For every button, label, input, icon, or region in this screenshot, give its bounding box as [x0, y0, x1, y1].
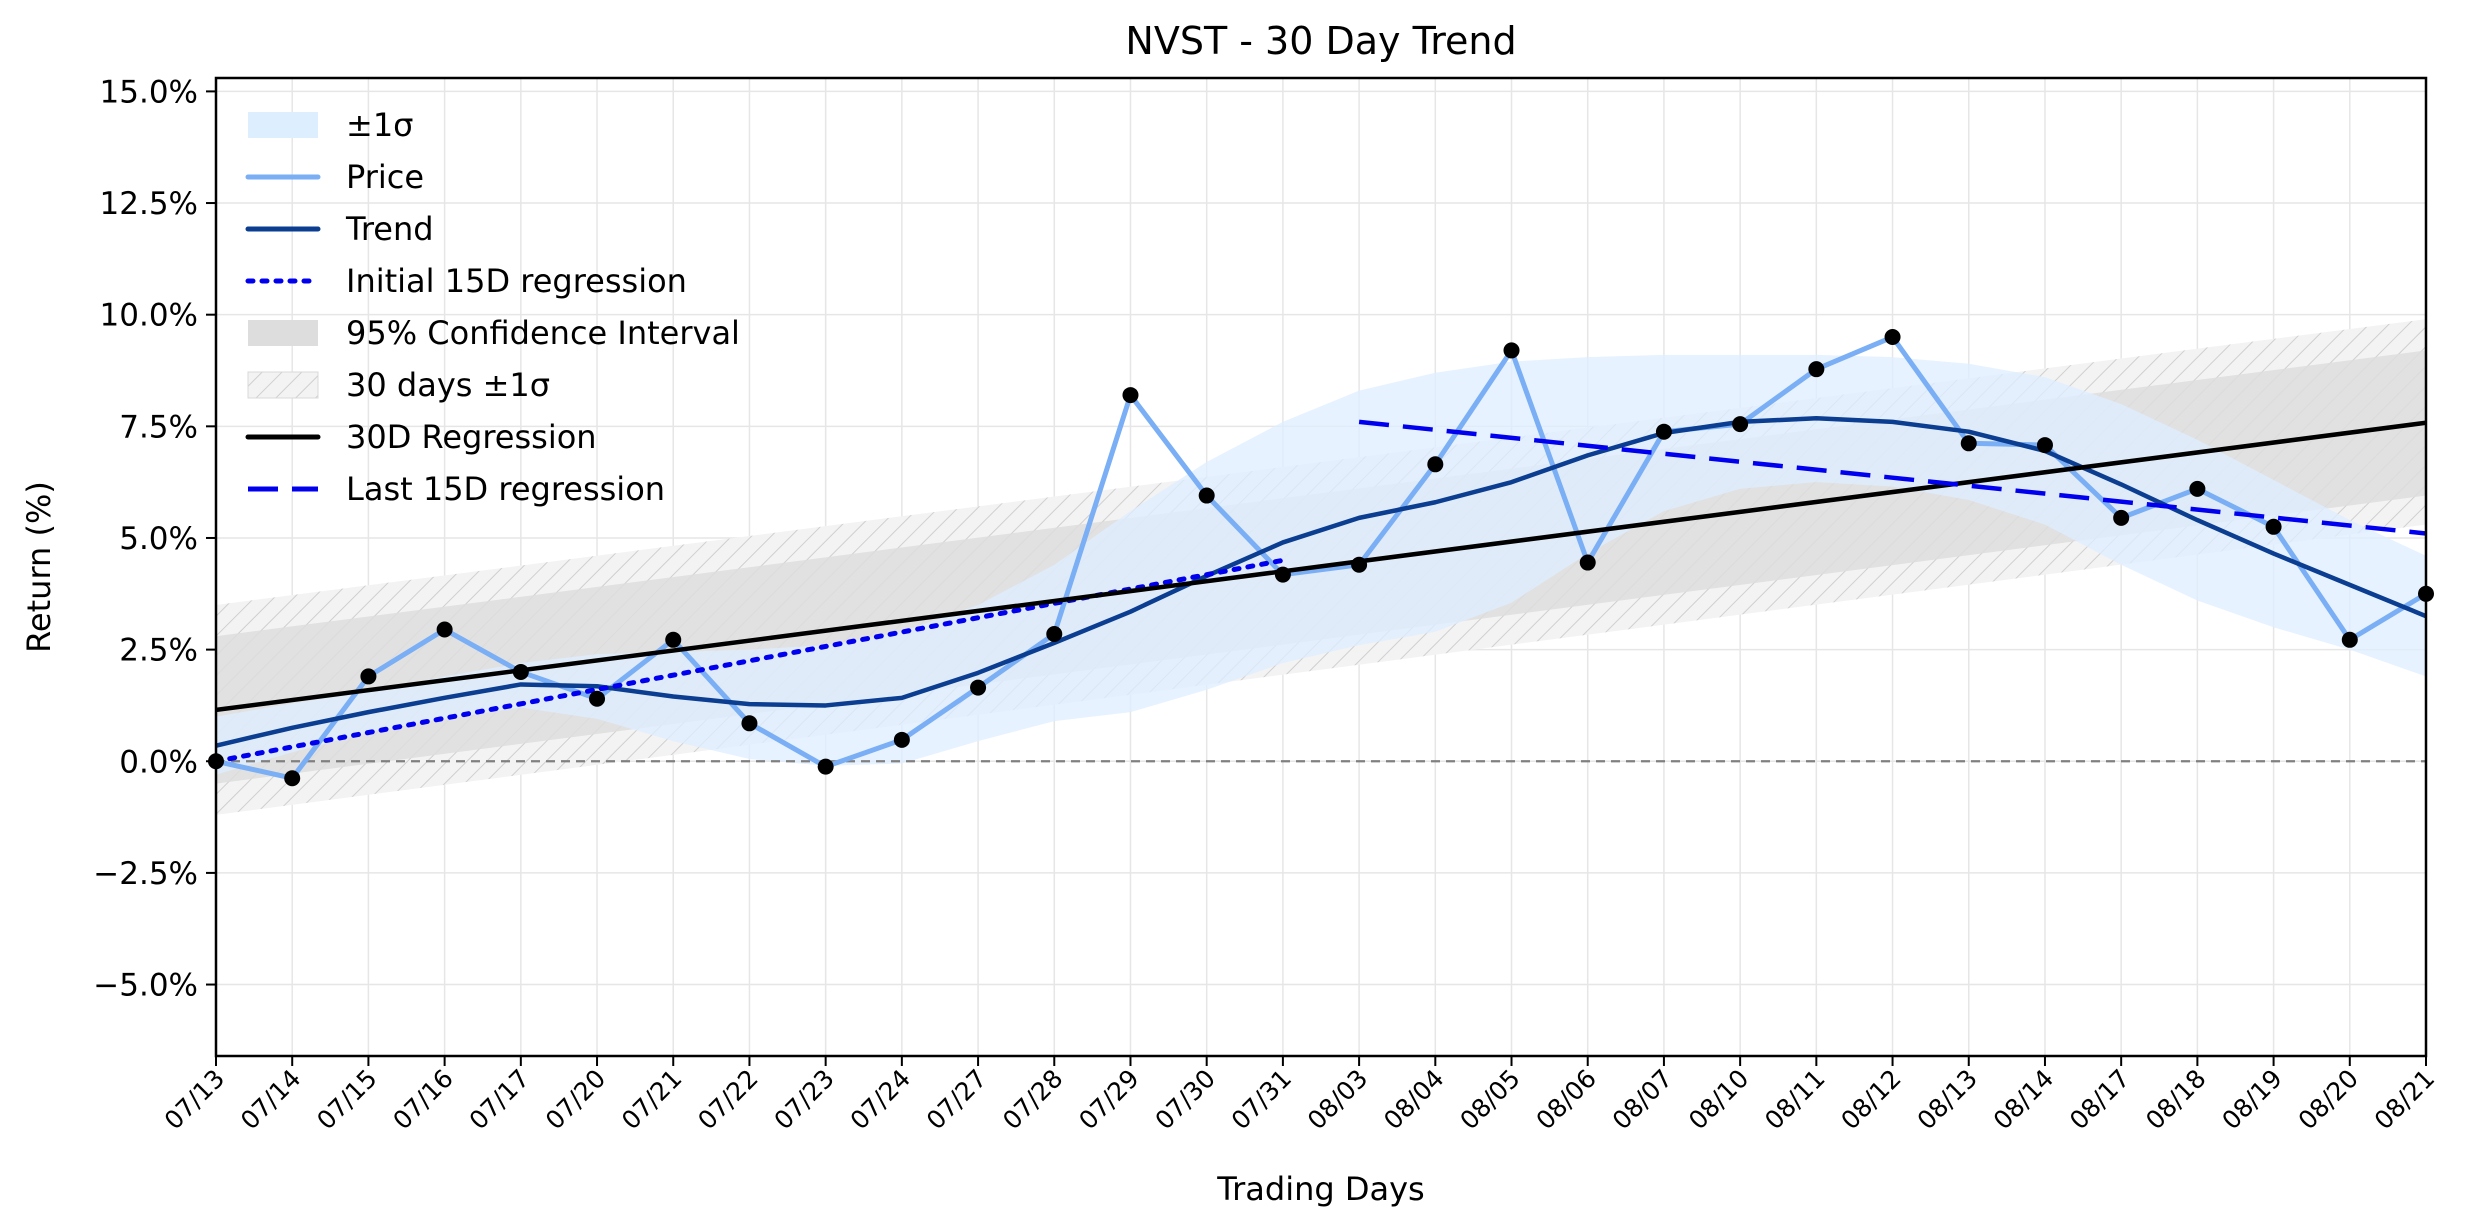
price-point [1732, 416, 1749, 433]
chart-title: NVST - 30 Day Trend [1125, 19, 1516, 63]
legend-label: 30 days ±1σ [346, 366, 550, 404]
series-line-trend [216, 416, 2426, 748]
price-point [2189, 480, 2206, 497]
price-point [893, 731, 910, 748]
price-point [1274, 566, 1291, 583]
price-point [589, 690, 606, 707]
price-point [1655, 423, 1672, 440]
price-point [970, 679, 987, 696]
price-point [360, 668, 377, 685]
legend-label: ±1σ [346, 106, 413, 144]
y-tick-label: 7.5% [119, 409, 198, 445]
y-tick-label: 15.0% [100, 74, 198, 110]
price-point [1579, 554, 1596, 571]
price-point [2265, 518, 2282, 535]
price-point [512, 663, 529, 680]
price-point [665, 631, 682, 648]
y-axis: −5.0% −2.5% 0.0% 2.5% 5.0% 7.5% 10.0% 12.5% 15.0… [93, 74, 216, 1004]
price-point [1503, 342, 1520, 359]
legend-swatch [247, 371, 319, 399]
price-point [1122, 387, 1139, 404]
y-tick-label: −2.5% [93, 856, 198, 892]
y-tick-label: −5.0% [93, 968, 198, 1004]
price-point [817, 758, 834, 775]
y-tick-label: 10.0% [100, 298, 198, 334]
price-point [284, 770, 301, 787]
price-point [1884, 329, 1901, 346]
series-line-initial-15d-regression [216, 557, 1286, 764]
legend-label: Last 15D regression [346, 470, 665, 508]
y-axis-label: Return (%) [20, 481, 58, 653]
y-tick-label: 2.5% [119, 633, 198, 669]
legend-label: 95% Confidence Interval [346, 314, 740, 352]
y-tick-label: 12.5% [100, 186, 198, 222]
price-point [2113, 509, 2130, 526]
series-line-last-15d-regression [1358, 419, 2426, 536]
y-tick-label: 5.0% [119, 521, 198, 557]
price-point [1960, 435, 1977, 452]
legend: ±1σ Price Trend Initial 15D regression 95% C… [245, 106, 740, 508]
price-point [2341, 631, 2358, 648]
series-line-30d-regression [216, 420, 2426, 713]
legend-swatch [248, 112, 318, 138]
plot-frame [214, 76, 2428, 1058]
price-point [1351, 556, 1368, 573]
legend-label: Price [346, 158, 424, 196]
legend-label: Trend [345, 210, 434, 248]
price-point [1427, 456, 1444, 473]
legend-label: 30D Regression [346, 418, 597, 456]
y-tick-label: 0.0% [119, 744, 198, 780]
legend-label: Initial 15D regression [346, 262, 687, 300]
price-point [1046, 625, 1063, 642]
series-lines [216, 334, 2426, 781]
price-points [208, 329, 2434, 787]
price-point [1808, 361, 1825, 378]
price-point [436, 621, 453, 638]
price-point [1198, 487, 1215, 504]
price-point [2036, 437, 2053, 454]
legend-swatch [248, 320, 318, 346]
x-axis-label: Trading Days [1216, 1170, 1424, 1208]
price-point [741, 715, 758, 732]
